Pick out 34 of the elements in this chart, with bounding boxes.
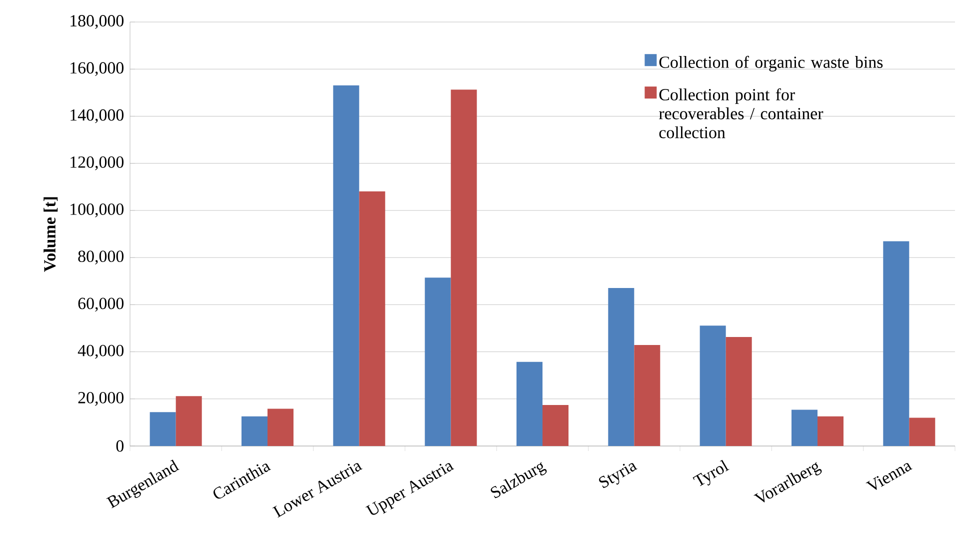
bar [818,416,844,446]
bar [634,344,660,446]
bar [424,278,451,446]
y-tick-label: 0 [116,440,124,452]
x-tick-label: Styria [599,463,638,488]
y-tick-label: 40,000 [78,344,124,359]
bar [608,288,634,446]
bar [542,405,568,446]
bar [450,90,477,446]
x-tick-label: Vienna [866,463,912,490]
bar [333,85,360,446]
bar [726,336,752,446]
y-tick-label: 180,000 [70,15,124,29]
bar [516,362,542,446]
y-tick-label: 80,000 [78,250,124,264]
bar [792,410,818,446]
y-axis-title: Volume [t] [44,197,58,272]
bar [242,416,268,446]
y-tick-label: 120,000 [70,156,124,170]
bar [268,408,294,446]
legend-label: Collection point for recoverables / container collection [659,88,824,138]
bar [883,241,910,446]
bar [176,396,202,446]
y-tick-label: 160,000 [70,62,124,76]
x-tick-label: Tyrol [692,460,730,486]
y-tick-label: 140,000 [70,109,124,124]
y-tick-label: 20,000 [78,392,124,406]
y-tick-label: 60,000 [78,298,124,312]
bar [700,326,726,446]
legend-label: Collection of organic waste bins [659,56,883,72]
bar [909,418,936,446]
bar [150,412,176,446]
y-tick-label: 100,000 [70,204,124,218]
bar [359,191,386,446]
